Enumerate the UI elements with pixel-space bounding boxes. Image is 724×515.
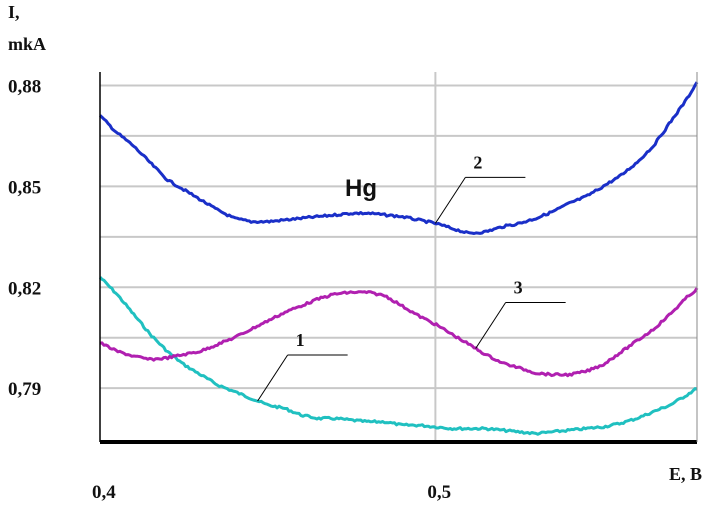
hg-annotation: Hg [345, 175, 377, 202]
series-layer [98, 81, 699, 436]
curve-3-label: 3 [514, 277, 523, 297]
y-tick-label: 0,85 [8, 177, 41, 198]
grid-lines [100, 72, 697, 442]
y-tick-label: 0,79 [8, 379, 41, 400]
y-axis-title-line2: mkA [8, 34, 46, 54]
y-tick-label: 0,88 [8, 76, 41, 97]
y-tick-label: 0,82 [8, 278, 41, 299]
curve-labels: 1 2 3 [257, 152, 566, 402]
series-line-1 [98, 276, 698, 436]
x-tick-label: 0,5 [427, 482, 451, 503]
curve-2-label: 2 [473, 152, 482, 172]
y-axis-title-line1: I, [8, 2, 20, 22]
curve-1-label: 1 [296, 330, 305, 350]
curve-2-leader [434, 177, 466, 224]
axes [99, 72, 698, 444]
curve-1-leader [257, 354, 289, 402]
tick-labels: 0,79 0,82 0,85 0,88 0,4 0,5 [8, 76, 451, 503]
curve-3-leader [475, 302, 507, 349]
series-line-3 [99, 287, 699, 378]
x-tick-label: 0,4 [92, 482, 116, 503]
x-axis-title: E, B [669, 464, 702, 484]
series-line-2 [98, 81, 699, 235]
